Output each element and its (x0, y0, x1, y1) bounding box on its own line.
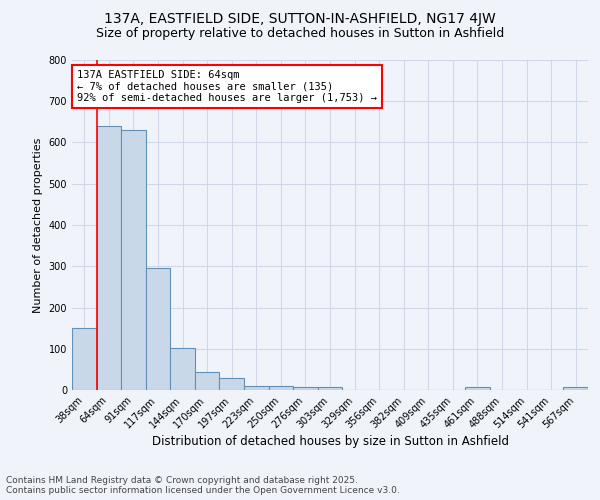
Y-axis label: Number of detached properties: Number of detached properties (33, 138, 43, 312)
Bar (244, 386, 269, 390)
Bar (293, 386, 318, 390)
Bar (269, 386, 293, 390)
Bar (318, 386, 342, 390)
Text: Contains HM Land Registry data © Crown copyright and database right 2025.
Contai: Contains HM Land Registry data © Crown c… (6, 476, 400, 495)
Text: 137A EASTFIELD SIDE: 64sqm
← 7% of detached houses are smaller (135)
92% of semi: 137A EASTFIELD SIDE: 64sqm ← 7% of detac… (77, 70, 377, 103)
X-axis label: Distribution of detached houses by size in Sutton in Ashfield: Distribution of detached houses by size … (151, 436, 509, 448)
Text: 137A, EASTFIELD SIDE, SUTTON-IN-ASHFIELD, NG17 4JW: 137A, EASTFIELD SIDE, SUTTON-IN-ASHFIELD… (104, 12, 496, 26)
Bar (146, 268, 170, 390)
Bar (121, 130, 146, 390)
Bar (72, 328, 97, 390)
Text: Size of property relative to detached houses in Sutton in Ashfield: Size of property relative to detached ho… (96, 28, 504, 40)
Bar (195, 372, 220, 390)
Bar (97, 126, 121, 390)
Bar (465, 386, 490, 390)
Bar (563, 386, 588, 390)
Bar (170, 348, 195, 390)
Bar (220, 378, 244, 390)
